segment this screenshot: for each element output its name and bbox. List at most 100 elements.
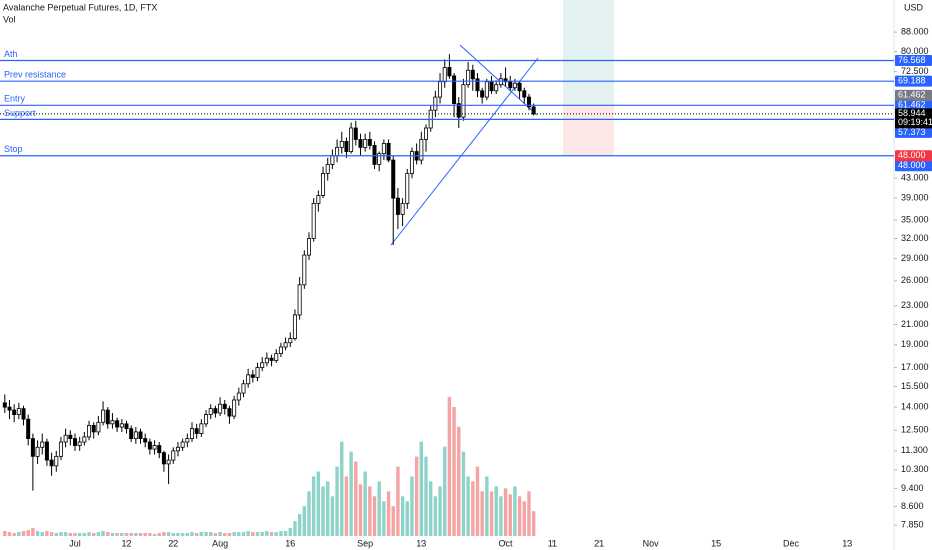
volume-bar — [45, 531, 49, 536]
x-tick-label: 16 — [285, 538, 295, 548]
volume-bar — [522, 501, 526, 536]
candle-body — [316, 195, 321, 204]
candle-body — [494, 84, 499, 92]
candle-body — [438, 81, 443, 98]
volume-bar — [59, 532, 63, 536]
candle-body — [213, 408, 218, 414]
candle-body — [157, 445, 162, 454]
candle-body — [101, 409, 106, 423]
candle-body — [96, 421, 101, 433]
level-tag-label: 69.188 — [898, 76, 926, 86]
candle-body — [115, 420, 120, 428]
volume-bar — [171, 533, 175, 536]
volume-bar — [77, 533, 82, 536]
candle-body — [335, 147, 340, 157]
candle-body — [321, 173, 326, 196]
candle-body — [189, 428, 194, 439]
volume-bar — [92, 533, 96, 536]
candle-body — [526, 96, 531, 108]
background-layer — [563, 0, 614, 156]
candle-body — [395, 197, 400, 215]
candle-body — [302, 254, 307, 286]
candle-body — [452, 75, 457, 104]
volume-bar — [307, 491, 311, 536]
volume-bar — [428, 481, 433, 536]
y-tick-label: 7.850 — [901, 520, 924, 530]
x-tick-label: Dec — [783, 538, 800, 548]
volume-bar — [316, 471, 321, 536]
candle-body — [522, 90, 527, 98]
candle-body — [377, 153, 382, 165]
volume-bar — [40, 532, 44, 536]
volume-bar — [517, 496, 522, 536]
candle-body — [147, 441, 152, 450]
candle-body — [204, 414, 209, 425]
candle-body — [194, 428, 199, 434]
volume-bar — [368, 486, 372, 536]
volume-bar — [49, 532, 54, 536]
volume-bar — [251, 532, 255, 536]
volume-bar — [489, 491, 494, 536]
volume-bar — [354, 461, 358, 536]
candle-body — [73, 438, 78, 446]
y-tick-label: 11.300 — [901, 445, 928, 455]
candle-body — [461, 84, 466, 118]
candle-body — [44, 441, 49, 461]
candle-body — [119, 423, 124, 428]
candle-body — [475, 78, 480, 92]
candle-body — [442, 67, 447, 83]
candle-body — [456, 103, 461, 118]
volume-bar — [68, 533, 73, 536]
level-name: Support — [4, 108, 36, 118]
volume-bar — [340, 441, 344, 536]
currency-label[interactable]: USD — [904, 2, 924, 12]
volume-bar — [227, 533, 232, 536]
volume-bar — [21, 531, 26, 536]
volume-bar — [344, 476, 349, 536]
candle-body — [255, 367, 260, 378]
volume-bar — [279, 531, 283, 536]
volume-bar — [494, 486, 498, 536]
x-tick-label: Nov — [643, 538, 660, 548]
candle-body — [208, 408, 213, 415]
y-tick-label: 19.000 — [901, 339, 929, 349]
volume-bar — [400, 496, 405, 536]
candle-body — [129, 428, 134, 439]
level-name: Ath — [4, 49, 18, 59]
candle-body — [35, 446, 40, 457]
volume-bar — [35, 531, 40, 536]
candle-body — [367, 139, 372, 146]
candle-body — [91, 425, 96, 433]
candle-body — [386, 143, 391, 161]
volume-bar — [209, 532, 213, 536]
volume-bar — [471, 481, 475, 536]
volume-bar — [443, 446, 447, 536]
candle-body — [400, 203, 405, 215]
volume-bar — [152, 534, 157, 536]
candle-body — [58, 441, 63, 457]
candle-body — [133, 431, 138, 439]
candle-body — [274, 353, 279, 361]
volume-bar — [288, 528, 292, 536]
candle-body — [246, 374, 251, 385]
countdown: 09:19:41 — [898, 117, 932, 127]
candle-body — [278, 346, 283, 355]
candle-body — [283, 342, 288, 348]
candle-body — [222, 403, 227, 410]
candle-body — [124, 423, 129, 430]
y-tick-label: 43.000 — [901, 173, 929, 183]
candle-body — [105, 409, 110, 425]
candle-body — [30, 438, 35, 457]
position-tag — [895, 150, 932, 162]
y-tick-label: 12.500 — [901, 425, 929, 435]
candle-body — [325, 164, 330, 174]
volume-bar — [349, 451, 353, 536]
candle-body — [344, 141, 349, 152]
volume-bar — [7, 532, 12, 536]
stop-zone — [563, 105, 614, 156]
y-tick-label: 8.600 — [901, 501, 924, 511]
y-tick-label: 29.000 — [901, 253, 929, 263]
volume-bar — [457, 426, 461, 536]
candle-body — [250, 374, 255, 378]
volume-bar — [475, 466, 480, 536]
